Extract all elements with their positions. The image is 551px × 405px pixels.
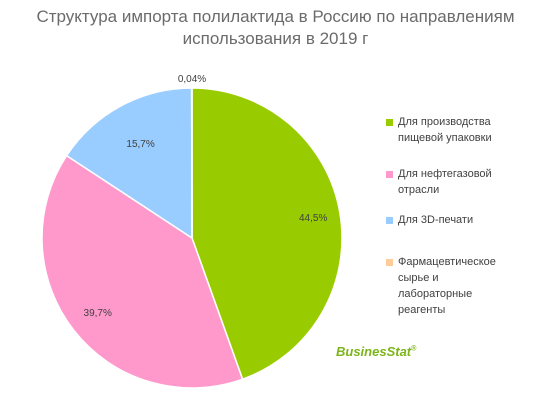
legend-swatch: [386, 217, 393, 224]
pie-slice: [191, 87, 343, 381]
chart-title: Структура импорта полилактида в Россию п…: [0, 6, 551, 50]
legend-label: Для 3D-печати: [398, 214, 474, 226]
pie-data-label: 44,5%: [299, 213, 327, 224]
pie-slice: [41, 154, 244, 389]
pie-data-label: 39,7%: [84, 308, 112, 319]
chart-title-line-1: Структура импорта полилактида в Россию п…: [36, 7, 515, 26]
legend-label: Фармацевтическое сырье и лабораторные ре…: [398, 256, 496, 316]
pie-data-label: 15,7%: [126, 139, 154, 150]
legend-swatch: [386, 171, 393, 178]
businesstat-logo: BusinesStat®: [336, 344, 417, 359]
legend: Для производства пищевой упаковки Для не…: [386, 0, 551, 405]
legend-label: Для производства пищевой упаковки: [398, 116, 492, 144]
chart-title-line-2: использования в 2019 г: [182, 29, 369, 48]
legend-swatch: [386, 119, 393, 126]
pie-data-label: 0,04%: [178, 74, 206, 85]
legend-label: Для нефтегазовой отрасли: [398, 168, 492, 196]
legend-swatch: [386, 259, 393, 266]
pie-slice: [65, 87, 193, 240]
